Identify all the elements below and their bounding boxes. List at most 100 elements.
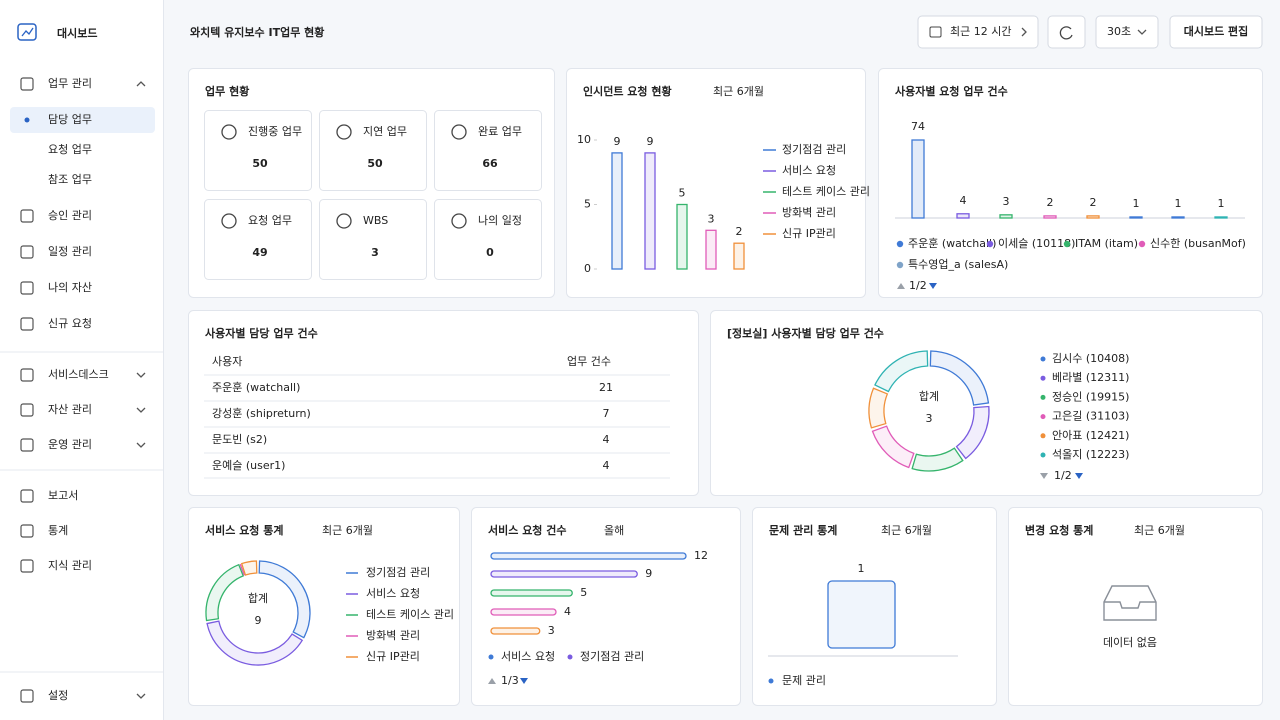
card-title: 서비스 요청 통계 xyxy=(205,523,284,537)
page-next[interactable] xyxy=(520,678,528,684)
bar xyxy=(1086,215,1100,219)
menu-item[interactable]: 설정 xyxy=(48,689,68,702)
legend-page: 1/2 xyxy=(909,279,927,292)
legend-dot xyxy=(896,261,904,269)
legend-label: 방화벽 관리 xyxy=(366,629,420,642)
menu-item[interactable]: 승인 관리 xyxy=(48,209,92,222)
legend-label: 석올지 (12223) xyxy=(1052,448,1129,461)
tile-label: 지연 업무 xyxy=(363,125,407,138)
value-label: 1 xyxy=(1218,197,1225,210)
submenu-item[interactable]: 참조 업무 xyxy=(48,173,92,186)
tile-icon xyxy=(451,124,467,140)
legend-dot xyxy=(1040,452,1046,458)
interval-button[interactable] xyxy=(1095,15,1159,49)
donut-segment xyxy=(205,563,245,622)
menu-item[interactable]: 운영 관리 xyxy=(48,438,92,451)
bar xyxy=(999,214,1013,219)
legend-dot xyxy=(1040,414,1046,420)
menu-item[interactable]: 통계 xyxy=(48,524,68,537)
tile xyxy=(319,110,427,191)
edit-button[interactable] xyxy=(1169,15,1263,49)
page-prev[interactable] xyxy=(488,678,496,684)
menu-item[interactable]: 자산 관리 xyxy=(48,403,92,416)
submenu-item[interactable]: 담당 업무 xyxy=(48,113,92,126)
bar xyxy=(1214,216,1228,219)
table-cell: 4 xyxy=(603,433,610,446)
tile-label: 요청 업무 xyxy=(248,214,292,227)
donut-segment xyxy=(911,447,964,472)
value-label: 9 xyxy=(645,567,652,580)
bar xyxy=(1171,216,1185,219)
menu-icon xyxy=(20,245,34,259)
legend-dot xyxy=(986,240,994,248)
tile-icon xyxy=(336,124,352,140)
menu-item[interactable]: 나의 자산 xyxy=(48,281,92,294)
refresh-button[interactable] xyxy=(1047,15,1086,49)
bar xyxy=(490,570,638,578)
legend-dot xyxy=(1040,433,1046,439)
value-label: 4 xyxy=(564,605,571,618)
page-next[interactable] xyxy=(1075,473,1083,479)
menu-icon xyxy=(20,689,34,703)
donut-total: 9 xyxy=(255,614,262,627)
value-label: 2 xyxy=(1047,196,1054,209)
tile xyxy=(434,110,542,191)
bar xyxy=(676,203,688,270)
menu-item[interactable]: 업무 관리 xyxy=(48,77,92,90)
menu-icon xyxy=(20,559,34,573)
card-title: 업무 현황 xyxy=(205,84,249,98)
legend-label: 정승인 (19915) xyxy=(1052,390,1129,403)
table-cell: 주운훈 (watchall) xyxy=(212,381,300,394)
menu-item[interactable]: 보고서 xyxy=(48,489,78,502)
menu-item[interactable]: 서비스데스크 xyxy=(48,368,109,381)
donut-total: 3 xyxy=(926,412,933,425)
bar xyxy=(1129,216,1143,219)
menu-icon xyxy=(20,281,34,295)
legend-dot xyxy=(567,654,573,660)
bar xyxy=(911,139,925,219)
value-label: 4 xyxy=(960,194,967,207)
card-subtitle: 최근 6개월 xyxy=(713,85,764,98)
refresh-icon xyxy=(1059,26,1073,40)
tile-icon xyxy=(221,124,237,140)
y-tick-label: 10 xyxy=(577,133,591,146)
bar xyxy=(705,229,717,270)
tile-value: 49 xyxy=(252,246,267,259)
bar xyxy=(1043,215,1057,219)
chevron xyxy=(136,442,146,448)
card-subtitle: 최근 6개월 xyxy=(881,524,932,537)
legend-dot xyxy=(488,654,494,660)
menu-item[interactable]: 일정 관리 xyxy=(48,244,92,258)
page-prev[interactable] xyxy=(897,283,905,289)
bar xyxy=(733,242,745,270)
value-label: 5 xyxy=(580,586,587,599)
card-title: 인시던트 요청 현황 xyxy=(583,84,672,98)
menu-item[interactable]: 지식 관리 xyxy=(48,559,92,572)
donut-segment xyxy=(874,350,929,393)
card xyxy=(566,68,866,298)
menu-item[interactable]: 신규 요청 xyxy=(48,317,92,330)
value-label: 9 xyxy=(614,135,621,148)
tile xyxy=(434,199,542,280)
tile-label: 완료 업무 xyxy=(478,125,522,138)
chevron xyxy=(136,81,146,87)
value-label: 2 xyxy=(736,225,743,238)
bar xyxy=(956,213,970,219)
bar xyxy=(490,552,687,560)
donut-total-label: 합계 xyxy=(248,592,268,605)
donut-segment xyxy=(240,560,258,576)
page-next[interactable] xyxy=(929,283,937,289)
page-prev[interactable] xyxy=(1040,473,1048,479)
legend-dot xyxy=(768,678,774,684)
tile xyxy=(319,199,427,280)
table-cell: 강성훈 (shipreturn) xyxy=(212,407,311,420)
legend-dot xyxy=(1040,394,1046,400)
time-range-button[interactable] xyxy=(917,15,1039,49)
card-title: 문제 관리 통계 xyxy=(769,523,837,537)
table-header: 사용자 xyxy=(212,355,242,368)
bar xyxy=(827,580,896,649)
submenu-item[interactable]: 요청 업무 xyxy=(48,143,92,156)
calendar-icon xyxy=(929,26,942,38)
active-item-bg xyxy=(10,107,155,133)
